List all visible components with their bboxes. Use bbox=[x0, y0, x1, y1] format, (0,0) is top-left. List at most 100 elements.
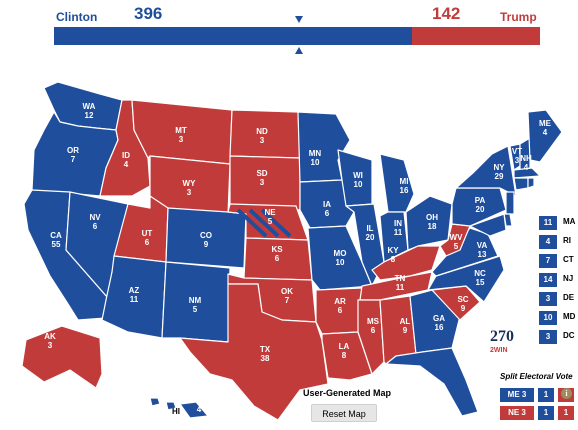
split-dem-box[interactable]: 1 bbox=[538, 406, 554, 420]
label-IL-ev: 20 bbox=[366, 233, 375, 242]
state-CT[interactable] bbox=[513, 177, 529, 191]
state-NJ[interactable] bbox=[505, 191, 515, 215]
label-SC-abbr: SC bbox=[457, 295, 468, 304]
state-TX[interactable] bbox=[179, 283, 329, 421]
label-IA-abbr: IA bbox=[323, 200, 331, 209]
label-CA-ev: 55 bbox=[52, 240, 61, 249]
split-dem-box[interactable]: 1 bbox=[538, 388, 554, 402]
state-MD[interactable] bbox=[469, 213, 507, 237]
label-AK-ev: 3 bbox=[48, 341, 53, 350]
label-IL-abbr: IL bbox=[366, 224, 373, 233]
label-OH-abbr: OH bbox=[426, 213, 438, 222]
label-CO-ev: 9 bbox=[204, 240, 209, 249]
small-state-ev-box[interactable]: 3 bbox=[539, 330, 557, 344]
small-state-ev-box[interactable]: 7 bbox=[539, 254, 557, 268]
label-NY-abbr: NY bbox=[493, 163, 505, 172]
state-ME[interactable] bbox=[527, 109, 563, 163]
label-ME-ev: 4 bbox=[543, 128, 548, 137]
label-NV-abbr: NV bbox=[89, 213, 101, 222]
label-KY-ev: 8 bbox=[391, 255, 396, 264]
label-MI-abbr: MI bbox=[400, 177, 409, 186]
label-MI-ev: 16 bbox=[400, 186, 409, 195]
label-NE-ev: 5 bbox=[268, 217, 273, 226]
state-MA[interactable] bbox=[513, 167, 541, 179]
small-state-ev-box[interactable]: 14 bbox=[539, 273, 557, 287]
small-state-abbr: DE bbox=[563, 293, 575, 302]
label-OK-abbr: OK bbox=[281, 287, 293, 296]
label-OR-ev: 7 bbox=[71, 155, 76, 164]
small-state-ev-box[interactable]: 3 bbox=[539, 292, 557, 306]
logo-win: 2WIN bbox=[490, 347, 508, 354]
label-KS-abbr: KS bbox=[271, 245, 283, 254]
state-RI[interactable] bbox=[527, 177, 535, 189]
state-NY[interactable] bbox=[455, 145, 517, 197]
reset-map-button[interactable]: Reset Map bbox=[311, 404, 377, 422]
label-VA-ev: 13 bbox=[478, 250, 487, 259]
state-CO[interactable] bbox=[165, 207, 247, 269]
dem-progress-fill bbox=[54, 27, 412, 45]
label-KS-ev: 6 bbox=[275, 254, 280, 263]
split-state-label[interactable]: ME 3 bbox=[500, 388, 534, 402]
label-SD-abbr: SD bbox=[256, 169, 267, 178]
label-FL-abbr: FL bbox=[460, 337, 470, 346]
nebraska-stripe bbox=[248, 208, 280, 238]
split-rep-box[interactable]: 1 bbox=[558, 406, 574, 420]
label-NC-ev: 15 bbox=[476, 278, 485, 287]
label-MS-abbr: MS bbox=[367, 317, 380, 326]
small-state-ev-box[interactable]: 11 bbox=[539, 216, 557, 230]
state-AK[interactable] bbox=[21, 325, 103, 389]
state-MS[interactable] bbox=[357, 299, 385, 375]
label-MT-ev: 3 bbox=[179, 135, 184, 144]
label-MT-abbr: MT bbox=[175, 126, 187, 135]
label-GA-abbr: GA bbox=[433, 314, 445, 323]
state-HI[interactable] bbox=[149, 397, 209, 419]
label-LA-abbr: LA bbox=[339, 342, 350, 351]
label-TN-ev: 11 bbox=[396, 283, 405, 292]
label-MO-ev: 10 bbox=[336, 258, 345, 267]
small-state-abbr: MD bbox=[563, 312, 576, 321]
label-NM-abbr: NM bbox=[189, 296, 202, 305]
split-state-label[interactable]: NE 3 bbox=[500, 406, 534, 420]
label-ID-abbr: ID bbox=[122, 151, 130, 160]
label-HI-ev: 4 bbox=[197, 405, 202, 414]
label-IA-ev: 6 bbox=[325, 209, 330, 218]
label-NV-ev: 6 bbox=[93, 222, 98, 231]
info-icon[interactable]: i bbox=[561, 388, 572, 399]
label-MN-abbr: MN bbox=[309, 149, 322, 158]
small-state-abbr: MA bbox=[563, 217, 576, 226]
label-FL-ev: 29 bbox=[461, 346, 470, 355]
label-VT-ev: 3 bbox=[515, 156, 520, 165]
label-OK-ev: 7 bbox=[285, 296, 290, 305]
nebraska-split-stripes bbox=[236, 208, 292, 238]
small-state-abbr: CT bbox=[563, 255, 574, 264]
label-WA-ev: 12 bbox=[85, 111, 94, 120]
small-state-ev-box[interactable]: 4 bbox=[539, 235, 557, 249]
state-SD[interactable] bbox=[229, 155, 301, 211]
small-state-abbr: DC bbox=[563, 331, 575, 340]
rep-candidate-name: Trump bbox=[500, 10, 537, 24]
state-KY[interactable] bbox=[371, 245, 441, 281]
rep-electoral-total: 142 bbox=[432, 4, 461, 23]
label-VA-abbr: VA bbox=[477, 241, 488, 250]
label-TX-abbr: TX bbox=[260, 345, 271, 354]
label-ND-abbr: ND bbox=[256, 127, 268, 136]
label-CA-abbr: CA bbox=[50, 231, 62, 240]
label-WY-ev: 3 bbox=[187, 188, 192, 197]
label-WA-abbr: WA bbox=[83, 102, 96, 111]
label-NE-abbr: NE bbox=[264, 208, 276, 217]
label-HI-abbr: HI bbox=[172, 407, 180, 416]
label-AR-ev: 6 bbox=[338, 306, 343, 315]
small-state-ev-box[interactable]: 10 bbox=[539, 311, 557, 325]
state-FL[interactable] bbox=[385, 347, 479, 417]
state-MI[interactable] bbox=[379, 153, 415, 213]
label-UT-abbr: UT bbox=[142, 229, 153, 238]
small-state-abbr: RI bbox=[563, 236, 571, 245]
270towin-logo[interactable]: 270 2WIN bbox=[490, 328, 520, 358]
label-MO-abbr: MO bbox=[334, 249, 347, 258]
label-AK-abbr: AK bbox=[44, 332, 56, 341]
label-AR-abbr: AR bbox=[334, 297, 346, 306]
label-GA-ev: 16 bbox=[435, 323, 444, 332]
label-TX-ev: 38 bbox=[261, 354, 270, 363]
label-PA-ev: 20 bbox=[476, 205, 485, 214]
small-state-abbr: NJ bbox=[563, 274, 574, 283]
